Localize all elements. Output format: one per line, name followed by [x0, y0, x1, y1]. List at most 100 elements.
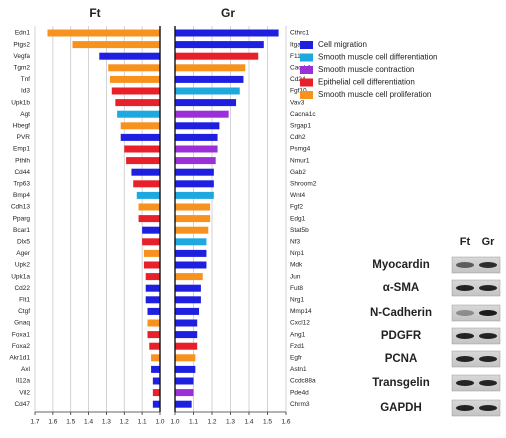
- bar: [143, 261, 160, 269]
- bar: [72, 41, 160, 49]
- bar: [175, 307, 200, 315]
- gene-label: F11r: [290, 53, 304, 60]
- gene-label: Wnt4: [290, 192, 306, 199]
- x-tick-label: 1.5: [263, 419, 272, 426]
- bar: [175, 261, 207, 269]
- bar: [175, 133, 218, 141]
- bar: [115, 99, 160, 107]
- gene-label: Nf3: [290, 239, 301, 246]
- bar: [175, 157, 216, 165]
- bar: [147, 331, 160, 339]
- gene-label: Pthlh: [15, 157, 30, 164]
- gene-label: Chrm3: [290, 401, 310, 408]
- bar: [149, 342, 160, 350]
- bar: [143, 249, 160, 257]
- bar: [175, 342, 198, 350]
- bar: [136, 191, 160, 199]
- gene-label: Srgap1: [290, 123, 311, 130]
- bar: [145, 284, 160, 292]
- gene-label: Bcar1: [13, 227, 30, 234]
- gene-label: Trp63: [13, 181, 30, 188]
- gene-label: Tnf: [21, 76, 31, 83]
- blot-strip: [451, 279, 501, 297]
- bar: [152, 377, 160, 385]
- gene-label: Vil2: [19, 389, 30, 396]
- x-tick-label: 1.0: [170, 419, 179, 426]
- blot-label: N-Cadherin: [370, 307, 432, 319]
- bar: [111, 87, 160, 95]
- gene-label: Cxcl12: [290, 320, 310, 327]
- x-tick-label: 1.7: [30, 419, 39, 426]
- bar: [175, 99, 237, 107]
- blot-label: α-SMA: [383, 282, 419, 294]
- gene-label: Dlx5: [17, 239, 30, 246]
- gene-label: Id3: [21, 88, 30, 95]
- bar: [175, 331, 198, 339]
- gene-label: Nrp1: [290, 250, 304, 257]
- gene-label: Stat5b: [290, 227, 309, 234]
- gene-label: Ccdc88a: [290, 378, 316, 385]
- bar: [175, 319, 198, 327]
- bar: [175, 377, 194, 385]
- bar: [175, 191, 214, 199]
- bar: [175, 226, 209, 234]
- bar: [175, 249, 207, 257]
- bar: [175, 296, 201, 304]
- bar: [175, 87, 240, 95]
- gene-label: Agt: [20, 111, 30, 118]
- bar: [151, 354, 160, 362]
- gene-label: Cd22: [14, 285, 30, 292]
- bar: [142, 238, 160, 246]
- gene-label: Fgf10: [290, 88, 307, 95]
- gene-label: Shroom2: [290, 181, 317, 188]
- bar: [152, 389, 160, 397]
- blot-label: GAPDH: [380, 402, 422, 414]
- bar: [175, 110, 229, 118]
- gene-label: Nmur1: [290, 157, 310, 164]
- gene-label: Psmg4: [290, 146, 311, 153]
- bar: [124, 145, 160, 153]
- bar: [151, 365, 160, 373]
- blot-band: [456, 310, 474, 316]
- legend-label: Smooth muscle cell differentiation: [318, 53, 437, 62]
- gene-label: Vav3: [290, 99, 305, 106]
- x-tick-label: 1.4: [244, 419, 253, 426]
- bar: [117, 110, 160, 118]
- panel-title: Ft: [89, 6, 100, 20]
- gene-label: Fzd1: [290, 343, 305, 350]
- gene-label: Mmp14: [290, 308, 312, 315]
- bar: [133, 180, 160, 188]
- blot-band: [456, 333, 474, 339]
- gene-label: Pparg: [13, 215, 31, 222]
- bar: [175, 400, 192, 408]
- x-tick-label: 1.2: [207, 419, 216, 426]
- bar: [126, 157, 160, 165]
- gene-label: Itga4: [290, 41, 305, 48]
- gene-label: Fut8: [290, 285, 303, 292]
- bar: [145, 296, 160, 304]
- bar: [175, 75, 244, 83]
- bar: [147, 319, 160, 327]
- bar: [175, 273, 203, 281]
- bar: [175, 122, 220, 130]
- bar: [175, 215, 211, 223]
- gene-label: Jun: [290, 273, 301, 280]
- x-tick-label: 1.2: [120, 419, 129, 426]
- legend-swatch: [300, 53, 313, 62]
- gene-label: Bmp4: [13, 192, 30, 199]
- gene-label: Cacna1c: [290, 111, 316, 118]
- blot-band: [479, 310, 497, 316]
- gene-label: Foxa2: [12, 343, 30, 350]
- bar: [47, 29, 160, 37]
- blot-band: [479, 262, 497, 268]
- bar: [175, 41, 264, 49]
- x-tick-label: 1.1: [189, 419, 198, 426]
- gene-label: Edg1: [290, 215, 306, 222]
- blot-band: [456, 356, 474, 362]
- blot-strip: [451, 399, 501, 417]
- bar: [175, 64, 246, 72]
- bar: [108, 64, 160, 72]
- x-tick-label: 1.5: [66, 419, 75, 426]
- bar: [110, 75, 160, 83]
